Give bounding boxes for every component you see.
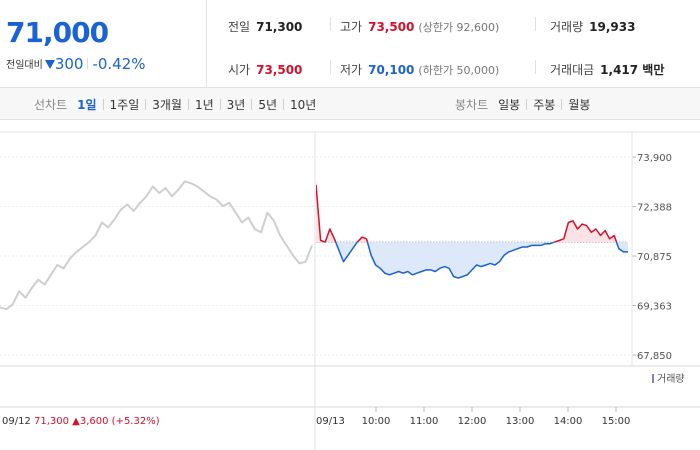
stat-label: 시가	[228, 63, 251, 77]
stat-value: 19,933	[589, 20, 636, 34]
x-tick-label: 11:00	[410, 416, 439, 427]
divider	[219, 98, 221, 110]
prev-day-line	[0, 180, 313, 311]
stat-label: 거래대금	[550, 63, 595, 77]
x-tick-label: 15:00	[602, 416, 631, 427]
tab-10y[interactable]: 10년	[290, 97, 317, 112]
stat-sub: (하한가 50,000)	[418, 64, 500, 77]
change-label: 전일대비	[6, 60, 43, 71]
x-axis: 09/13 10:00 11:00 12:00 13:00 14:00 15:00 09/12…	[0, 406, 700, 427]
prev-day-series	[0, 132, 316, 450]
price-chart[interactable]: 73,900 72,388 70,875 69,363 67,850 거래량 09/13…	[0, 120, 700, 450]
chart-period-tabs: 선차트 1일 1주일 3개월 1년 3년 5년 10년 봉차트 일봉 주봉 월봉	[0, 88, 700, 120]
tab-daily[interactable]: 일봉	[498, 97, 521, 112]
divider	[535, 60, 536, 74]
y-tick-label: 69,363	[637, 302, 672, 313]
stat-label: 전일	[228, 20, 251, 34]
prev-day-caption: 09/12 71,300 ▲3,600 (+5.32%)	[2, 416, 160, 427]
stat-low: 저가 70,100 (하한가 50,000)	[340, 61, 499, 78]
tab-1d[interactable]: 1일	[77, 97, 97, 112]
divider	[561, 98, 563, 110]
price-box: 71,000 전일대비 300 -0.42%	[0, 0, 207, 88]
volume-legend-label: 거래량	[657, 373, 685, 385]
tab-3m[interactable]: 3개월	[152, 97, 182, 112]
divider	[330, 60, 331, 74]
down-line	[322, 242, 628, 279]
tab-5y[interactable]: 5년	[258, 97, 278, 112]
stat-value: 71,300	[256, 20, 303, 34]
line-chart-title: 선차트	[34, 97, 68, 112]
divider	[145, 98, 147, 110]
stat-sub: (상한가 92,600)	[418, 21, 500, 34]
change-amount: 300	[54, 55, 84, 73]
stat-value: 73,500	[256, 63, 303, 77]
stat-label: 거래량	[550, 20, 584, 34]
stat-value: 70,100	[368, 63, 415, 77]
change-row: 전일대비 300 -0.42%	[6, 55, 146, 73]
candle-chart-tabs: 봉차트 일봉 주봉 월봉	[455, 88, 590, 120]
stat-value: 73,500	[368, 20, 415, 34]
divider	[535, 17, 536, 31]
x-tick-label: 09/13	[316, 416, 345, 427]
tab-3y[interactable]: 3년	[226, 97, 246, 112]
x-tick-label: 14:00	[554, 416, 583, 427]
y-tick-label: 72,388	[637, 203, 672, 214]
stat-label: 고가	[340, 20, 363, 34]
today-series	[316, 184, 628, 279]
stat-prev-close: 전일 71,300	[228, 18, 302, 35]
candle-chart-title: 봉차트	[455, 97, 489, 112]
divider	[330, 17, 331, 31]
stat-amount: 거래대금 1,417 백만	[550, 61, 664, 78]
up-area	[316, 184, 617, 243]
x-tick-label: 12:00	[458, 416, 487, 427]
volume-legend-swatch	[652, 374, 654, 383]
quote-summary: 71,000 전일대비 300 -0.42% 전일 71,300 고가 73,500 (상…	[0, 0, 700, 88]
divider	[102, 98, 104, 110]
y-tick-label: 73,900	[637, 153, 672, 164]
up-line	[316, 184, 618, 243]
y-tick-label: 70,875	[637, 252, 672, 263]
divider	[526, 98, 528, 110]
divider	[87, 58, 89, 70]
tab-1w[interactable]: 1주일	[109, 97, 140, 112]
x-tick-label: 10:00	[362, 416, 391, 427]
divider	[283, 98, 285, 110]
line-chart-tabs: 선차트 1일 1주일 3개월 1년 3년 5년 10년	[34, 88, 316, 120]
divider	[187, 98, 189, 110]
y-tick-label: 67,850	[637, 351, 672, 362]
tab-1y[interactable]: 1년	[194, 97, 214, 112]
y-axis: 73,900 72,388 70,875 69,363 67,850	[631, 132, 672, 366]
change-rate: -0.42%	[92, 55, 146, 73]
current-price: 71,000	[6, 16, 109, 49]
down-triangle-icon	[44, 60, 55, 69]
volume-panel: 거래량	[652, 373, 685, 385]
divider	[251, 98, 253, 110]
stat-value: 1,417 백만	[600, 63, 665, 77]
stat-volume: 거래량 19,933	[550, 18, 635, 35]
tab-weekly[interactable]: 주봉	[533, 97, 556, 112]
stat-label: 저가	[340, 63, 363, 77]
stat-open: 시가 73,500	[228, 61, 302, 78]
stat-high: 고가 73,500 (상한가 92,600)	[340, 18, 499, 35]
tab-monthly[interactable]: 월봉	[568, 97, 591, 112]
down-area	[316, 242, 628, 279]
x-tick-label: 13:00	[506, 416, 535, 427]
